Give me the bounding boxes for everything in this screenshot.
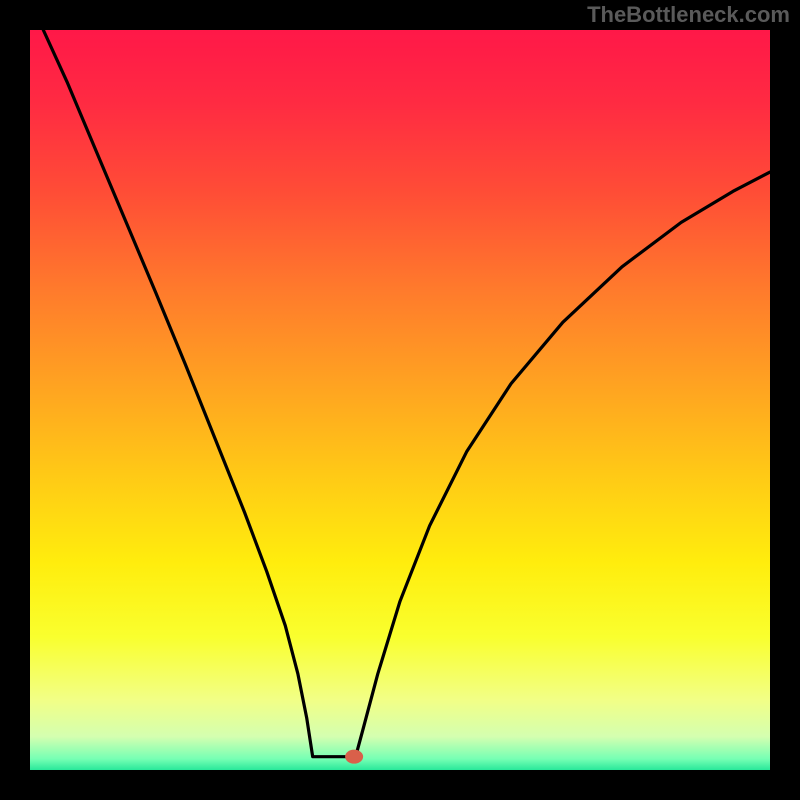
gradient-background bbox=[30, 30, 770, 770]
optimal-point-marker bbox=[345, 750, 363, 764]
watermark-text: TheBottleneck.com bbox=[587, 2, 790, 28]
chart-container: TheBottleneck.com bbox=[0, 0, 800, 800]
bottleneck-chart bbox=[0, 0, 800, 800]
